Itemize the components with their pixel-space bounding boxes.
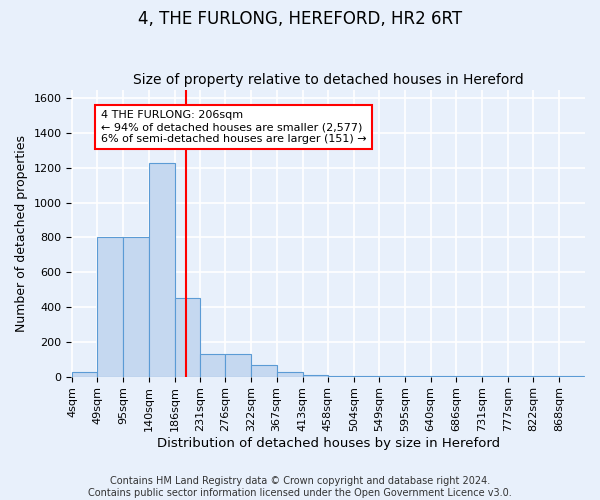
Bar [97, 238, 123, 376]
Bar [72, 372, 97, 376]
Bar [277, 372, 302, 376]
Bar [200, 354, 226, 376]
Bar [302, 375, 328, 376]
Bar [175, 298, 200, 376]
Text: 4, THE FURLONG, HEREFORD, HR2 6RT: 4, THE FURLONG, HEREFORD, HR2 6RT [138, 10, 462, 28]
Bar [149, 162, 175, 376]
Bar [251, 366, 277, 376]
Bar [123, 238, 149, 376]
Text: 4 THE FURLONG: 206sqm
← 94% of detached houses are smaller (2,577)
6% of semi-de: 4 THE FURLONG: 206sqm ← 94% of detached … [101, 110, 367, 144]
X-axis label: Distribution of detached houses by size in Hereford: Distribution of detached houses by size … [157, 437, 500, 450]
Text: Contains HM Land Registry data © Crown copyright and database right 2024.
Contai: Contains HM Land Registry data © Crown c… [88, 476, 512, 498]
Y-axis label: Number of detached properties: Number of detached properties [15, 134, 28, 332]
Bar [226, 354, 251, 376]
Title: Size of property relative to detached houses in Hereford: Size of property relative to detached ho… [133, 73, 524, 87]
